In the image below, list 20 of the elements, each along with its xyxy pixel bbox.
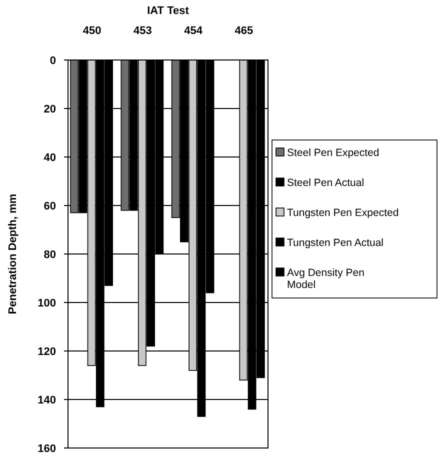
x-tick-label: 453 xyxy=(134,25,152,37)
y-tick-label: 60 xyxy=(44,200,56,212)
y-tick-label: 120 xyxy=(38,346,56,358)
legend-label: Steel Pen Expected xyxy=(287,147,380,159)
legend-label: Avg Density Pen Model xyxy=(287,267,365,291)
legend-label: Tungsten Pen Expected xyxy=(287,207,399,219)
legend-label: Tungsten Pen Actual xyxy=(287,237,384,249)
x-tick-label: 465 xyxy=(234,25,254,37)
x-tick-label: 450 xyxy=(82,25,102,37)
y-tick-label: 40 xyxy=(44,152,56,164)
y-tick-label: 160 xyxy=(38,442,56,455)
y-tick-label: 0 xyxy=(50,54,56,67)
y-tick-label: 140 xyxy=(38,394,56,406)
x-tick-label: 454 xyxy=(184,25,204,37)
legend-label: Steel Pen Actual xyxy=(287,177,364,189)
x-axis-title: IAT Test xyxy=(147,5,190,17)
y-tick-label: 100 xyxy=(38,297,56,310)
y-tick-label: 20 xyxy=(44,103,56,116)
y-axis-title: Penetration Depth, mm xyxy=(7,194,19,314)
y-tick-label: 80 xyxy=(44,248,56,261)
